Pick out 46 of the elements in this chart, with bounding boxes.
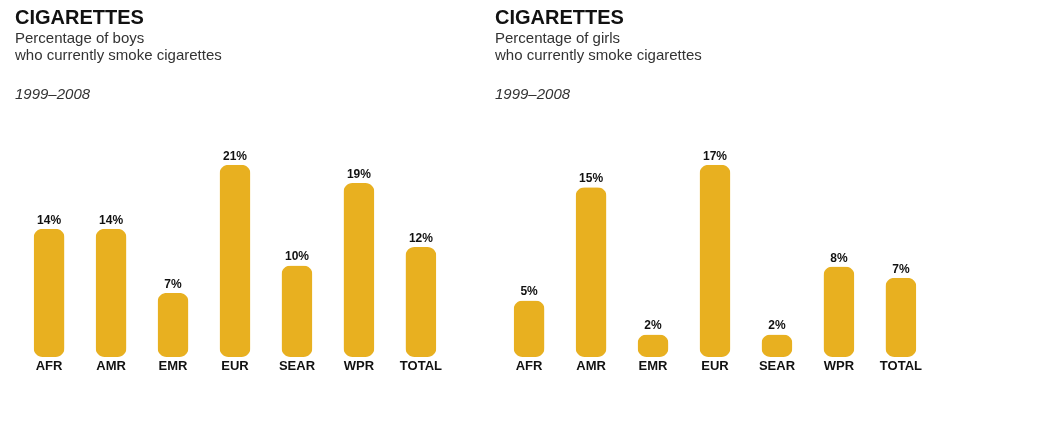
- data-label: 8%: [830, 250, 848, 265]
- data-label: 7%: [164, 276, 183, 291]
- bar: [33, 228, 65, 357]
- bar: [699, 164, 731, 357]
- chart-title: CIGARETTES: [15, 6, 144, 28]
- data-label: 19%: [346, 167, 372, 182]
- data-label: 14%: [37, 212, 62, 227]
- x-tick-label: EUR: [701, 357, 730, 373]
- bar: [219, 164, 251, 357]
- bar: [281, 265, 313, 357]
- x-tick-label: TOTAL: [879, 357, 923, 373]
- data-label: 5%: [520, 284, 539, 299]
- data-label: 14%: [99, 212, 124, 227]
- data-label: 10%: [284, 249, 310, 264]
- x-tick-label: EMR: [158, 357, 189, 373]
- data-label: 2%: [644, 318, 663, 333]
- x-tick-label: AFR: [515, 357, 544, 373]
- bar: [95, 228, 127, 357]
- x-tick-label: EMR: [638, 357, 669, 373]
- data-label: 12%: [408, 231, 434, 246]
- x-tick-label: TOTAL: [399, 357, 443, 373]
- bar: [885, 277, 917, 357]
- bar: [343, 183, 375, 357]
- chart-title: CIGARETTES: [495, 6, 624, 28]
- text: 1999–2008: [15, 85, 91, 102]
- text: 1999–2008: [495, 85, 571, 102]
- data-label: 17%: [702, 148, 728, 163]
- x-tick-label: WPR: [343, 357, 375, 373]
- x-tick-label: AMR: [96, 357, 127, 373]
- data-label: 7%: [892, 261, 910, 276]
- x-tick-label: AMR: [576, 357, 607, 373]
- x-tick-label: EUR: [221, 357, 250, 373]
- data-label: 2%: [768, 318, 786, 333]
- x-tick-label: AFR: [35, 357, 64, 373]
- bar: [157, 292, 189, 357]
- chart-subtitle: Percentage of boys who currently smoke cigarettes: [14, 29, 222, 63]
- bar: [405, 247, 437, 357]
- bar: [513, 300, 545, 357]
- x-tick-label: WPR: [823, 357, 855, 373]
- bar: [575, 187, 607, 357]
- x-tick-label: SEAR: [278, 357, 316, 373]
- chart-subtitle: Percentage of girls who currently smoke cigarettes: [494, 29, 702, 63]
- data-label: 15%: [579, 171, 604, 186]
- bar: [823, 266, 855, 357]
- data-label: 21%: [222, 148, 248, 163]
- x-tick-label: SEAR: [758, 357, 796, 373]
